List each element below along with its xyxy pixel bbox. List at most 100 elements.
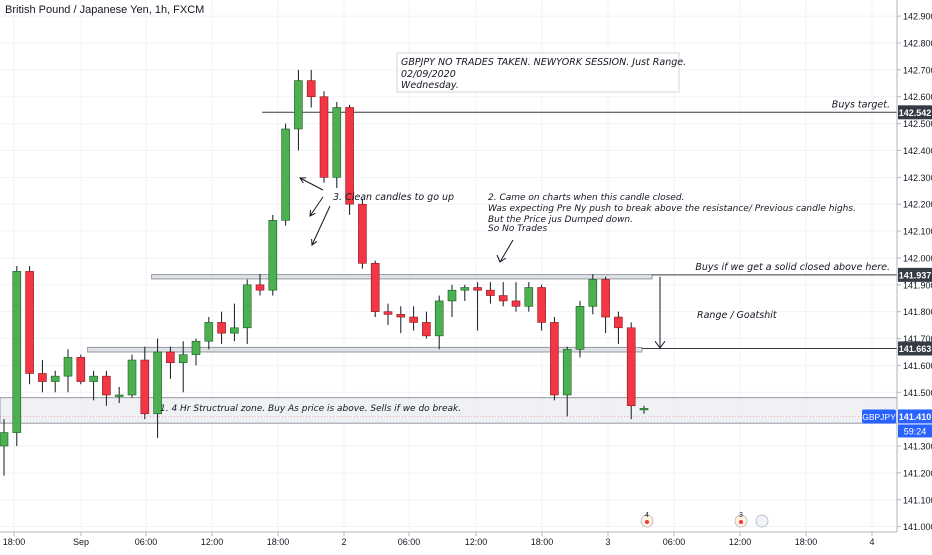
price-tick-label: 142.400 <box>903 146 932 156</box>
candle-body <box>140 359 150 415</box>
candle-body <box>114 394 124 397</box>
candle-body <box>370 263 380 312</box>
time-tick-label: 12:00 <box>465 537 488 547</box>
candle-body <box>294 80 303 130</box>
time-tick-label: 06:00 <box>135 537 158 547</box>
candle-body <box>524 287 534 307</box>
candle-body <box>255 284 265 291</box>
note-came-on-line: But the Price jus Dumped down. <box>488 215 633 225</box>
time-tick-label: 18:00 <box>531 537 554 547</box>
candle-body <box>473 287 482 291</box>
price-tick-label: 142.900 <box>903 12 932 22</box>
candle-body <box>268 220 278 291</box>
candle-body <box>575 306 585 350</box>
price-axis-bg <box>897 0 932 532</box>
info-box <box>396 52 680 93</box>
range-arrow <box>654 276 666 349</box>
candle-body <box>383 311 393 315</box>
candle-body <box>562 348 572 396</box>
candle-body <box>332 107 342 178</box>
time-tick-label: 18:00 <box>795 537 818 547</box>
note-arrow <box>309 196 324 217</box>
last-price-bg <box>898 409 932 424</box>
candle-body <box>76 357 86 382</box>
note-came-on-line: Was expecting Pre Ny push to break above… <box>488 204 856 214</box>
note-arrow-head <box>309 209 316 217</box>
note-arrow <box>311 205 331 246</box>
candle-body <box>0 432 9 447</box>
candle-body <box>537 287 546 323</box>
price-label: 141.937 <box>899 270 932 280</box>
candle-body <box>306 80 316 98</box>
price-tick-label: 141.700 <box>903 334 932 344</box>
time-tick-label: 06:00 <box>398 537 421 547</box>
candle-body <box>396 314 406 318</box>
candle-body <box>409 316 418 323</box>
price-label-bg <box>898 267 932 282</box>
level-label: Buys target. <box>832 99 890 110</box>
symbol-badge: GBPJPY <box>862 412 896 422</box>
event-badge-dot <box>645 520 649 524</box>
price-tick-label: 141.300 <box>903 442 932 452</box>
price-label: 141.663 <box>899 344 932 354</box>
candle-body <box>601 279 610 318</box>
candle-body <box>217 322 226 334</box>
candle-body <box>63 357 73 377</box>
candle-body <box>550 322 559 396</box>
time-tick-label: 06:00 <box>663 537 686 547</box>
zone-rect <box>87 346 643 353</box>
time-tick-label: 18:00 <box>267 537 290 547</box>
candle-body <box>204 322 214 342</box>
note-arrow-head <box>496 254 507 263</box>
note-arrow-head <box>299 177 307 184</box>
time-tick-label: 12:00 <box>729 537 752 547</box>
zone-rect <box>151 274 653 280</box>
candle-body <box>178 354 188 364</box>
price-tick-label: 142.200 <box>903 200 932 210</box>
event-badge-icon <box>755 514 769 528</box>
price-tick-label: 141.900 <box>903 280 932 290</box>
symbol-badge-bg <box>862 409 896 424</box>
candle-body <box>511 300 521 307</box>
note-arrow-head <box>311 238 318 246</box>
zones <box>0 274 898 424</box>
candle-body <box>38 373 47 382</box>
event-badge-dot <box>739 520 743 524</box>
last-price-label: 141.410 <box>899 412 932 422</box>
zone-rect <box>0 397 898 424</box>
info-box-line1: GBPJPY NO TRADES TAKEN. NEWYORK SESSION.… <box>401 57 686 68</box>
candle-body <box>434 300 444 337</box>
event-badge-circle <box>755 514 769 528</box>
candle-body <box>242 284 252 329</box>
chart-title: British Pound / Japanese Yen, 1h, FXCM <box>5 4 205 16</box>
candle-body <box>12 271 22 433</box>
note-clean-candles: 3. Clean candles to go up <box>333 192 454 203</box>
time-tick-label: 2 <box>341 537 346 547</box>
info-box-line3: Wednesday. <box>401 80 459 91</box>
candle-body <box>447 289 457 302</box>
candle-body <box>614 316 623 329</box>
note-zone: 1. 4 Hr Structrual zone. Buy As price is… <box>160 404 461 414</box>
price-tick-label: 142.500 <box>903 119 932 129</box>
candle-body <box>153 351 162 415</box>
price-tick-label: 142.700 <box>903 65 932 75</box>
price-tick-label: 141.200 <box>903 468 932 478</box>
candle-body <box>191 340 201 355</box>
price-label-bg <box>898 341 932 356</box>
candle-body <box>25 271 34 374</box>
info-box-line2: 02/09/2020 <box>401 69 456 80</box>
candle-body <box>281 128 290 221</box>
candle-body <box>127 359 137 396</box>
countdown-bg <box>898 424 932 438</box>
candle-body <box>639 408 649 411</box>
price-label-bg <box>898 105 932 120</box>
candle-body <box>498 295 508 302</box>
candle-body <box>588 279 598 307</box>
price-tick-label: 142.600 <box>903 92 932 102</box>
price-tick-label: 142.300 <box>903 173 932 183</box>
price-tick-label: 142.000 <box>903 253 932 263</box>
candle-body <box>460 287 470 291</box>
